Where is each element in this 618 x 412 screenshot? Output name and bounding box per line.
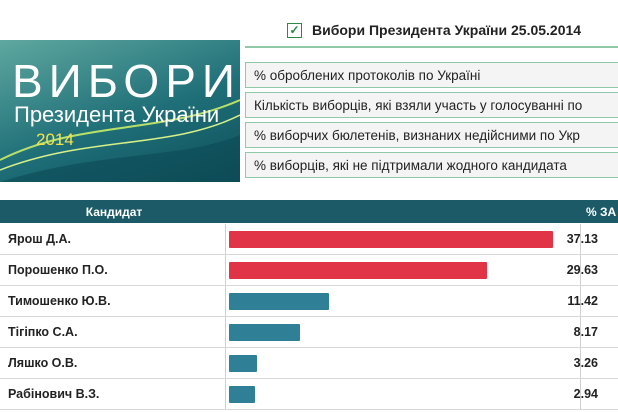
election-header: ✓ Вибори Президента України 25.05.2014 xyxy=(245,14,618,48)
percent-value: 3.26 xyxy=(573,356,598,370)
candidate-name: Рабінович В.З. xyxy=(8,387,100,401)
checkbox[interactable]: ✓ xyxy=(287,22,302,38)
table-row: Тігіпко С.А. 8.17 xyxy=(0,317,618,348)
candidate-name: Тігіпко С.А. xyxy=(8,325,78,339)
percent-value: 2.94 xyxy=(573,387,598,401)
percent-value: 29.63 xyxy=(566,263,598,277)
candidate-name: Порошенко П.О. xyxy=(8,263,108,277)
bar xyxy=(229,355,258,372)
column-separator xyxy=(580,317,581,347)
column-separator xyxy=(225,286,226,316)
column-separator xyxy=(580,348,581,378)
column-separator xyxy=(225,224,226,254)
percent-value: 37.13 xyxy=(566,232,598,246)
bar xyxy=(229,262,488,279)
column-separator xyxy=(580,255,581,285)
candidate-name: Ляшко О.В. xyxy=(8,356,78,370)
percent-value: 8.17 xyxy=(573,325,598,339)
menu-item[interactable]: Кількість виборців, які взяли участь у г… xyxy=(245,92,618,118)
logo-year: 2014 xyxy=(36,130,74,149)
bar xyxy=(229,324,301,341)
column-separator xyxy=(580,224,581,254)
bar xyxy=(229,293,329,310)
table-row: Ляшко О.В. 3.26 xyxy=(0,348,618,379)
table-row: Рабінович В.З. 2.94 xyxy=(0,379,618,410)
menu-item[interactable]: % виборців, які не підтримали жодного ка… xyxy=(245,152,618,178)
table-header: Кандидат % ЗА xyxy=(0,200,618,223)
candidate-name: Ярош Д.А. xyxy=(8,232,72,246)
column-separator xyxy=(225,379,226,409)
logo-swoosh xyxy=(0,99,240,182)
percent-value: 11.42 xyxy=(567,294,598,308)
column-separator xyxy=(225,317,226,347)
table-row: Ярош Д.А. 37.13 xyxy=(0,224,618,255)
column-header: % ЗА xyxy=(586,205,617,219)
column-separator xyxy=(225,348,226,378)
column-header: Кандидат xyxy=(85,205,143,219)
election-title: Вибори Президента України 25.05.2014 xyxy=(312,22,582,38)
logo-title: ВИБОРИ xyxy=(12,55,240,107)
logo: ВИБОРИ Президента України 2014 xyxy=(0,40,240,182)
candidate-name: Тимошенко Ю.В. xyxy=(8,294,111,308)
column-separator xyxy=(580,379,581,409)
table-row: Порошенко П.О. 29.63 xyxy=(0,255,618,286)
menu-item[interactable]: % оброблених протоколів по Україні xyxy=(245,62,618,88)
bar xyxy=(229,386,255,403)
menu-item[interactable]: % виборчих бюлетенів, визнаних недійсним… xyxy=(245,122,618,148)
column-separator xyxy=(580,286,581,316)
bar xyxy=(229,231,553,248)
table-row: Тимошенко Ю.В. 11.42 xyxy=(0,286,618,317)
column-separator xyxy=(225,255,226,285)
logo-subtitle: Президента України xyxy=(14,102,220,127)
